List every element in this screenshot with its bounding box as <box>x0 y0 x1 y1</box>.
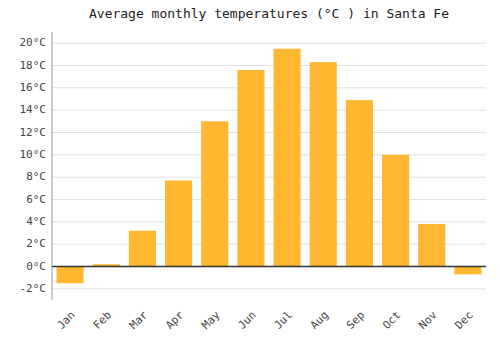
grid-line <box>52 87 486 88</box>
y-axis-line <box>52 32 53 300</box>
bar <box>382 155 409 267</box>
y-tick-label: 2°C <box>26 237 46 250</box>
x-tick-label: Oct <box>380 309 403 332</box>
bar <box>201 121 228 266</box>
x-tick-label: Jan <box>55 309 78 332</box>
y-tick-label: 14°C <box>20 103 47 116</box>
grid-line <box>52 177 486 178</box>
grid <box>52 43 486 289</box>
y-tick-label: 8°C <box>26 170 46 183</box>
bar <box>165 181 192 267</box>
y-tick-label: 10°C <box>20 148 47 161</box>
chart: Average monthly temperatures (°C ) in Sa… <box>0 0 500 350</box>
y-tick-label: 20°C <box>20 36 47 49</box>
grid-line <box>52 154 486 155</box>
x-tick-label: Nov <box>416 308 440 332</box>
bar <box>454 267 481 275</box>
x-tick-label: Dec <box>452 309 475 332</box>
grid-line <box>52 199 486 200</box>
y-tick-label: 4°C <box>26 215 46 228</box>
x-tick-label: Apr <box>163 308 187 332</box>
bar <box>274 49 301 267</box>
x-tick-label: Aug <box>308 309 331 332</box>
y-tick-label: 0°C <box>26 260 46 273</box>
y-tick-label: 18°C <box>20 59 47 72</box>
baseline <box>52 266 486 268</box>
bar <box>129 231 156 267</box>
x-tick-label: Sep <box>344 309 367 332</box>
y-tick-label: 12°C <box>20 126 47 139</box>
x-tick-label: Feb <box>91 309 114 332</box>
bar <box>310 62 337 266</box>
x-tick-label: Jun <box>235 309 258 332</box>
x-ticks: Jan Feb Mar Apr May Jun Jul Aug Sep Oct Nov Dec <box>55 308 476 332</box>
bar <box>237 70 264 267</box>
y-ticks: -2°C 0°C 2°C 4°C 6°C 8°C 10°C 12°C 14°C 16°C 18°C 2… <box>20 36 47 295</box>
grid-line <box>52 65 486 66</box>
x-tick-label: Jul <box>272 309 295 332</box>
bar <box>418 224 445 266</box>
grid-line <box>52 288 486 289</box>
x-tick-label: Mar <box>127 308 151 332</box>
page: {"chart_data": {"type": "bar", "title": … <box>0 0 500 350</box>
grid-line <box>52 110 486 111</box>
grid-line <box>52 266 486 267</box>
y-tick-label: 6°C <box>26 193 46 206</box>
y-tick-label: 16°C <box>20 81 47 94</box>
bar <box>346 100 373 266</box>
x-tick-label: May <box>199 308 223 332</box>
grid-line <box>52 43 486 44</box>
title: Average monthly temperatures (°C ) in Sa… <box>89 6 449 21</box>
bars <box>57 49 482 284</box>
bar <box>57 267 84 284</box>
grid-line <box>52 132 486 133</box>
grid-line <box>52 221 486 222</box>
y-tick-label: -2°C <box>20 282 47 295</box>
